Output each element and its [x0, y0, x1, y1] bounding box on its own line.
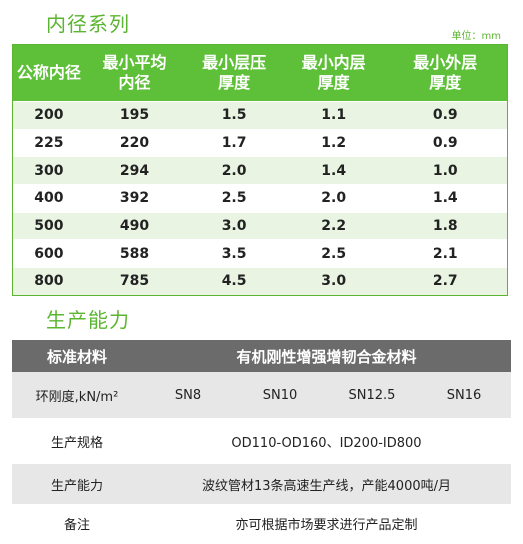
note-label: 备注 — [63, 517, 90, 533]
table-cell: 200 — [34, 107, 64, 124]
table-cell: 3.0 — [221, 218, 247, 235]
table-cell: 500 — [34, 218, 64, 235]
table-header: 公称内径 最小平均 内径 最小层压 厚度 最小内层 厚度 最小外层 厚度 — [13, 45, 507, 101]
table-cell: 2.0 — [321, 190, 347, 207]
table-cell: 800 — [34, 273, 64, 290]
unit-label: 单位：mm — [451, 31, 501, 42]
capacity-row: 生产能力 波纹管材13条高速生产线，产能4000吨/月 — [12, 464, 511, 504]
table-cell: 2.5 — [321, 245, 347, 262]
stiffness-value: SN8 — [174, 387, 202, 403]
table-cell: 0.9 — [432, 135, 458, 152]
header-min-outer-thickness: 最小外层 厚度 — [413, 53, 478, 92]
header-min-laminate-thickness: 最小层压 厚度 — [202, 53, 267, 92]
table-cell: 2.1 — [432, 245, 458, 262]
table-cell: 4.5 — [221, 273, 247, 290]
table-cell: 1.4 — [321, 162, 347, 179]
table-cell: 600 — [34, 245, 64, 262]
table-cell: 1.4 — [432, 190, 458, 207]
stiffness-label: 环刚度,kN/m² — [35, 389, 119, 405]
table-row: 200 195 1.5 1.1 0.9 — [13, 101, 507, 129]
header-nominal-diameter: 公称内径 — [16, 63, 81, 82]
table-row: 300 294 2.0 1.4 1.0 — [13, 156, 507, 185]
table-cell: 2.0 — [221, 162, 247, 179]
header-min-avg-diameter: 最小平均 内径 — [102, 53, 167, 92]
table-cell: 300 — [34, 162, 64, 179]
section-title-capacity: 生产能力 — [46, 308, 130, 332]
section-title-inner-diameter: 内径系列 — [46, 12, 130, 36]
table-cell: 1.2 — [321, 135, 347, 152]
table-body: 200 195 1.5 1.1 0.9 225 220 1.7 1.2 0.9 300 294 2.0 1… — [13, 101, 507, 295]
table-cell: 1.7 — [221, 135, 247, 152]
note-row: 备注 亦可根据市场要求进行产品定制 — [12, 504, 511, 542]
stiffness-value: SN12.5 — [348, 387, 396, 403]
capacity-value: 波纹管材13条高速生产线，产能4000吨/月 — [201, 478, 451, 494]
table-cell: 3.5 — [221, 245, 247, 262]
table-cell: 785 — [119, 273, 150, 290]
header-standard-material: 标准材料 — [46, 347, 107, 366]
table-cell: 294 — [119, 162, 150, 179]
inner-diameter-table: 公称内径 最小平均 内径 最小层压 厚度 最小内层 厚度 最小外层 厚度 200 195 1… — [12, 44, 508, 296]
table-cell: 0.9 — [432, 107, 458, 124]
spec-row: 生产规格 OD110-OD160、ID200-ID800 — [12, 418, 511, 464]
table-cell: 2.5 — [221, 190, 247, 207]
table-cell: 400 — [34, 190, 64, 207]
stiffness-row: 环刚度,kN/m² SN8 SN10 SN12.5 SN16 — [12, 372, 511, 418]
table-cell: 195 — [119, 107, 150, 124]
capacity-table: 标准材料 有机刚性增强增韧合金材料 环刚度,kN/m² SN8 SN10 SN1… — [12, 340, 511, 542]
table-row: 500 490 3.0 2.2 1.8 — [13, 211, 507, 240]
table-cell: 225 — [34, 135, 64, 152]
header-min-inner-thickness: 最小内层 厚度 — [301, 53, 366, 92]
note-value: 亦可根据市场要求进行产品定制 — [235, 517, 418, 533]
table-row: 600 588 3.5 2.5 2.1 — [13, 239, 507, 268]
table-row: 225 220 1.7 1.2 0.9 — [13, 128, 507, 157]
stiffness-value: SN10 — [262, 387, 298, 403]
capacity-header: 标准材料 有机刚性增强增韧合金材料 — [12, 340, 511, 372]
table-cell: 220 — [119, 135, 150, 152]
capacity-label: 生产能力 — [50, 478, 103, 494]
table-cell: 490 — [119, 218, 150, 235]
table-cell: 1.0 — [432, 162, 458, 179]
table-cell: 3.0 — [321, 273, 347, 290]
header-alloy-material: 有机刚性增强增韧合金材料 — [236, 347, 417, 366]
table-cell: 392 — [119, 190, 150, 207]
table-row: 400 392 2.5 2.0 1.4 — [13, 184, 507, 212]
table-cell: 2.7 — [432, 273, 458, 290]
spec-label: 生产规格 — [50, 435, 103, 451]
table-cell: 1.8 — [432, 218, 458, 235]
table-cell: 588 — [119, 245, 150, 262]
table-row: 800 785 4.5 3.0 2.7 — [13, 267, 507, 295]
table-cell: 1.1 — [321, 107, 347, 124]
table-cell: 2.2 — [321, 218, 347, 235]
stiffness-value: SN16 — [446, 387, 482, 403]
table-cell: 1.5 — [221, 107, 247, 124]
spec-value: OD110-OD160、ID200-ID800 — [231, 435, 422, 451]
